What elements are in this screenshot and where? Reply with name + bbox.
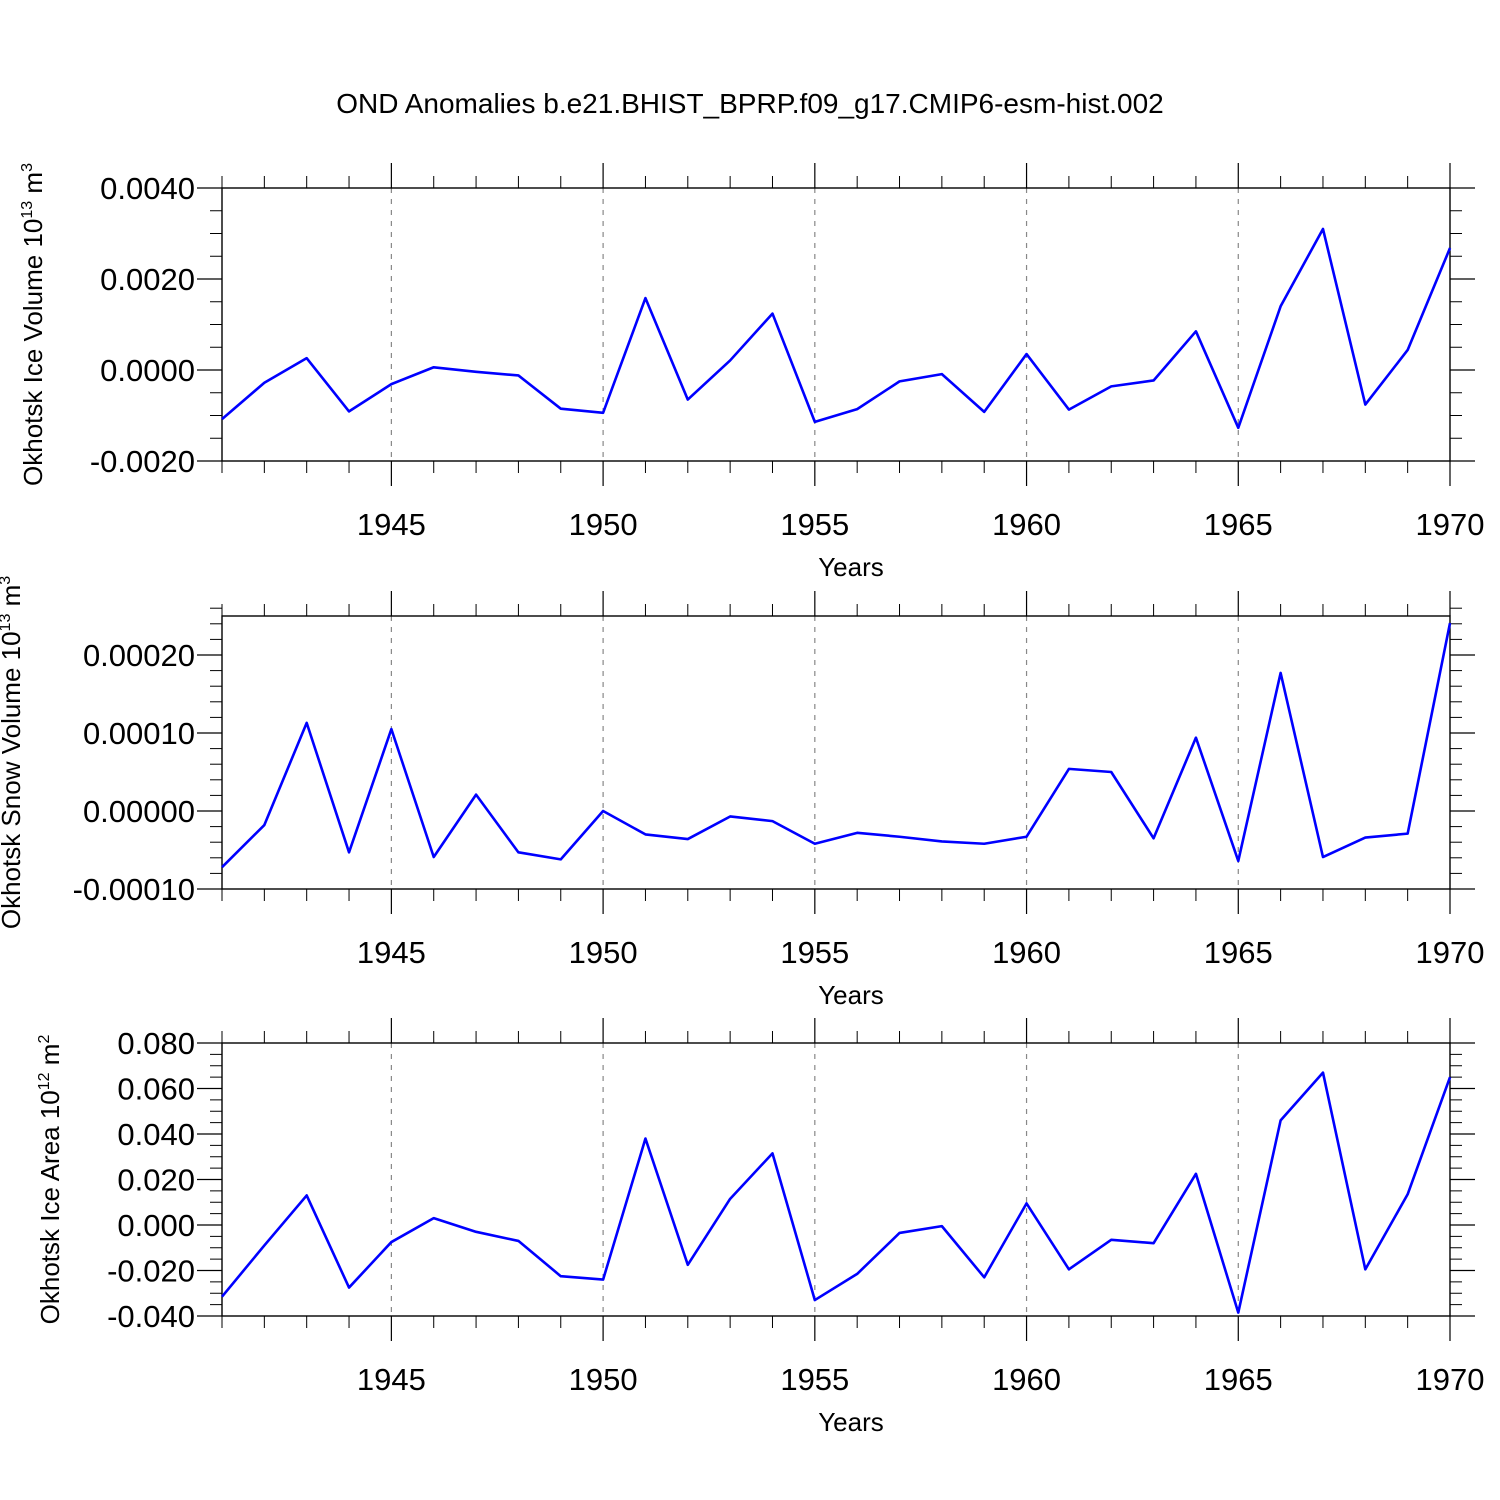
- y-tick-label-4: 0.040: [117, 1117, 195, 1152]
- chart-panel-1: 1945 1950 1955 1960 1965 1970 -0.0020 0.0000 0.0…: [18, 163, 1484, 582]
- y-tick-label-1: 0.0000: [100, 353, 195, 388]
- x-tick-label-1950: 1950: [569, 1362, 638, 1397]
- y-tick-label-1: 0.00000: [83, 794, 195, 829]
- series-line: [221, 622, 1452, 869]
- x-tick-label-1945: 1945: [357, 507, 426, 542]
- y-axis-label-exp: 13: [19, 201, 36, 219]
- panels: 1945 1950 1955 1960 1965 1970 -0.0020 0.0000 0.0…: [0, 163, 1484, 1437]
- plot-frame: [221, 187, 1451, 462]
- y-axis-label-unit-exp: 3: [0, 576, 14, 585]
- x-tick-label-1960: 1960: [992, 507, 1061, 542]
- x-tick-label-1950: 1950: [569, 507, 638, 542]
- y-tick-label-3: 0.00020: [83, 638, 195, 673]
- x-axis-label: Years: [818, 1407, 884, 1437]
- x-tick-label-1965: 1965: [1204, 507, 1273, 542]
- x-tick-label-1945: 1945: [357, 935, 426, 970]
- x-tick-label-1970: 1970: [1416, 935, 1485, 970]
- x-tick-label-1965: 1965: [1204, 1362, 1273, 1397]
- y-tick-label-3: 0.020: [117, 1163, 195, 1198]
- y-axis-label: Okhotsk Ice Volume 1013 m3: [18, 163, 48, 486]
- x-tick-label-1955: 1955: [780, 935, 849, 970]
- y-axis-label-unit-exp: 2: [36, 1035, 53, 1044]
- series-line: [221, 227, 1452, 430]
- y-tick-label-1: -0.020: [107, 1254, 195, 1289]
- y-axis-label-unit: m: [18, 172, 48, 201]
- series-line: [220, 1071, 1452, 1314]
- y-tick-label-0: -0.0020: [90, 444, 195, 479]
- x-tick-label-1970: 1970: [1416, 1362, 1485, 1397]
- y-axis-label: Okhotsk Ice Area 1012 m2: [35, 1035, 65, 1325]
- x-tick-label-1960: 1960: [992, 1362, 1061, 1397]
- y-axis-label: Okhotsk Snow Volume 1013 m3: [0, 576, 26, 929]
- x-tick-label-1955: 1955: [780, 1362, 849, 1397]
- y-axis-label-unit: m: [35, 1044, 65, 1073]
- x-axis-label: Years: [818, 980, 884, 1010]
- x-tick-label-1955: 1955: [780, 507, 849, 542]
- chart-panel-2: 1945 1950 1955 1960 1965 1970 -0.00010 0.00000 0…: [0, 576, 1484, 1010]
- y-tick-label-6: 0.080: [117, 1026, 195, 1061]
- y-axis-label-base: Okhotsk Ice Area 10: [35, 1090, 65, 1324]
- y-tick-label-0: -0.040: [107, 1299, 195, 1334]
- x-tick-label-1950: 1950: [569, 935, 638, 970]
- y-tick-label-2: 0.000: [117, 1208, 195, 1243]
- plot-frame: [221, 1042, 1451, 1317]
- y-tick-label-3: 0.0040: [100, 171, 195, 206]
- y-tick-label-2: 0.00010: [83, 716, 195, 751]
- figure-title: OND Anomalies b.e21.BHIST_BPRP.f09_g17.C…: [336, 88, 1163, 119]
- y-axis-label-base: Okhotsk Ice Volume 10: [18, 219, 48, 486]
- y-tick-label-5: 0.060: [117, 1072, 195, 1107]
- x-tick-label-1965: 1965: [1204, 935, 1273, 970]
- y-axis-label-exp: 12: [36, 1072, 53, 1090]
- y-axis-label-exp: 13: [0, 614, 14, 632]
- y-axis-label-unit: m: [0, 585, 26, 614]
- y-tick-label-0: -0.00010: [73, 872, 195, 907]
- chart-panel-3: 1945 1950 1955 1960 1965 1970 -0.040 -0.020 0.00…: [35, 1018, 1484, 1437]
- plot-frame: [221, 615, 1451, 890]
- x-tick-label-1970: 1970: [1416, 507, 1485, 542]
- x-tick-label-1960: 1960: [992, 935, 1061, 970]
- x-axis-label: Years: [818, 552, 884, 582]
- y-axis-label-base: Okhotsk Snow Volume 10: [0, 631, 26, 929]
- x-tick-label-1945: 1945: [357, 1362, 426, 1397]
- y-tick-label-2: 0.0020: [100, 262, 195, 297]
- y-axis-label-unit-exp: 3: [19, 163, 36, 172]
